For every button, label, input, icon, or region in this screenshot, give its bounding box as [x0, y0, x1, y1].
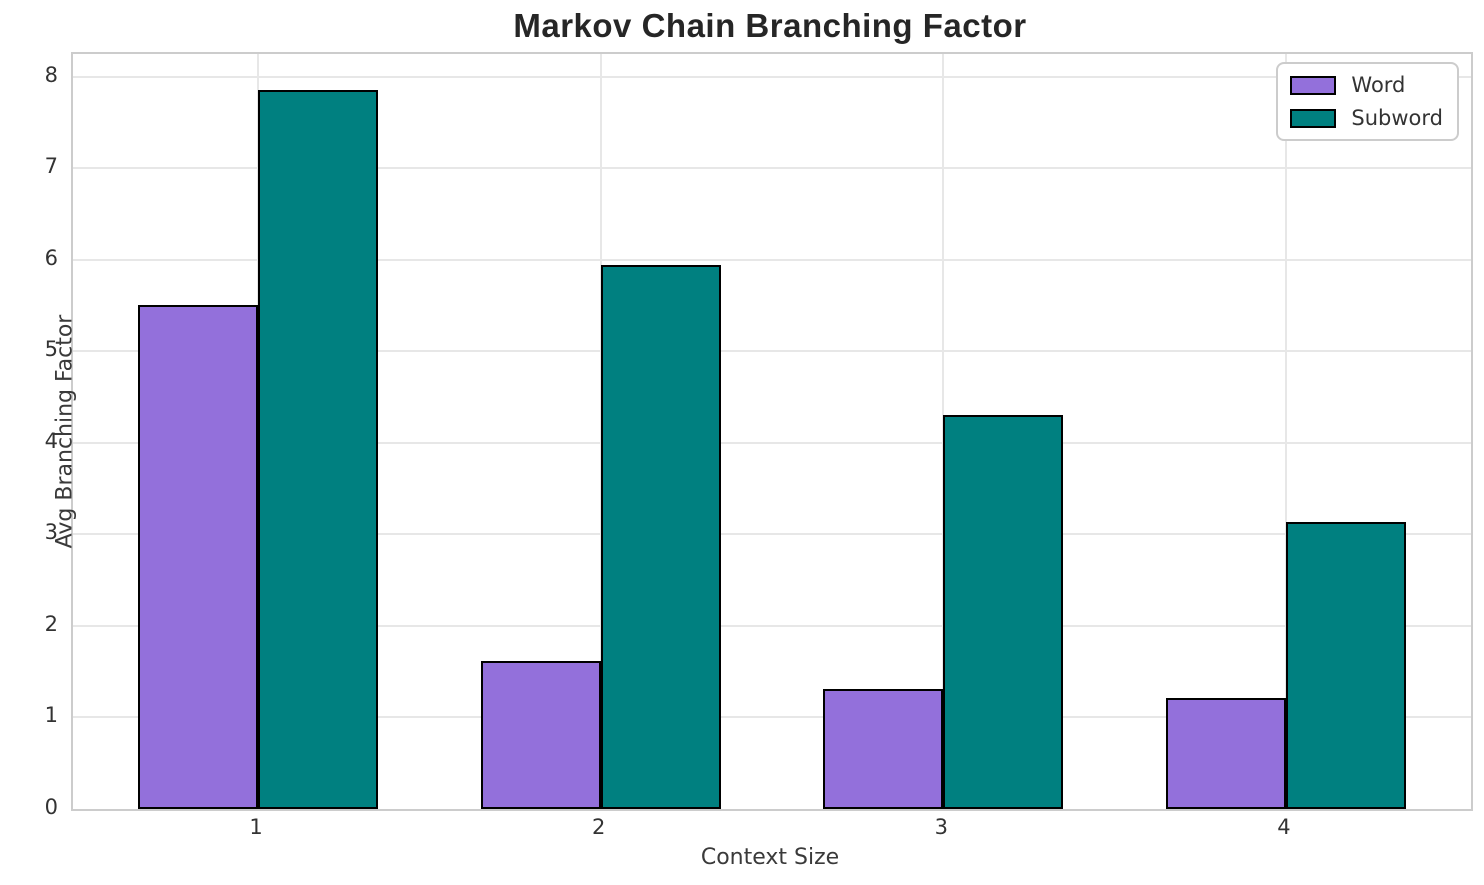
x-tick-label: 1: [249, 815, 263, 839]
bar-subword-3: [943, 414, 1064, 809]
bar-subword-1: [258, 89, 378, 809]
legend-swatch: [1290, 75, 1337, 95]
y-tick-label: 3: [44, 520, 58, 545]
x-tick-label: 4: [1277, 815, 1291, 839]
legend-label: Subword: [1351, 106, 1443, 130]
legend: Word Subword: [1276, 62, 1459, 141]
x-tick-label: 3: [934, 815, 948, 839]
bar-subword-2: [600, 264, 721, 809]
bar-word-4: [1166, 698, 1286, 809]
y-tick-label: 6: [44, 245, 58, 270]
x-gridline: [1284, 54, 1287, 809]
legend-item: Subword: [1290, 106, 1443, 130]
legend-label: Word: [1351, 73, 1406, 97]
y-gridline: [73, 624, 1471, 627]
y-gridline: [73, 350, 1471, 353]
y-tick-label: 8: [44, 62, 58, 87]
x-axis-label: Context Size: [700, 845, 840, 870]
y-tick-label: 0: [44, 795, 58, 819]
legend-swatch: [1290, 108, 1337, 128]
bar-word-2: [480, 660, 601, 809]
y-gridline: [73, 75, 1471, 78]
y-gridline: [73, 533, 1471, 536]
plot-area: [71, 52, 1473, 811]
y-gridline: [73, 167, 1471, 170]
y-gridline: [73, 716, 1471, 719]
chart-title: Markov Chain Branching Factor: [513, 7, 1027, 44]
y-tick-label: 4: [44, 428, 58, 453]
bar-subword-4: [1285, 521, 1406, 809]
y-tick-label: 5: [44, 337, 58, 362]
y-gridline: [73, 441, 1471, 444]
legend-item: Word: [1290, 73, 1443, 97]
y-tick-label: 7: [44, 154, 58, 179]
bar-word-3: [823, 689, 944, 809]
x-tick-label: 2: [591, 815, 606, 839]
y-tick-label: 1: [44, 703, 58, 728]
y-gridline: [73, 258, 1471, 261]
bar-word-1: [138, 304, 259, 809]
y-tick-label: 2: [44, 611, 58, 636]
